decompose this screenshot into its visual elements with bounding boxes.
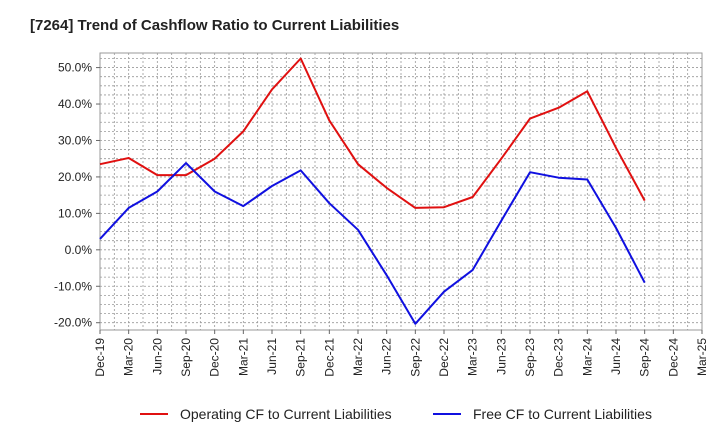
x-tick-label: Dec-22 — [437, 338, 451, 377]
x-tick-label: Jun-24 — [609, 338, 623, 375]
series-lines — [99, 57, 646, 325]
x-tick-label: Mar-23 — [466, 338, 480, 376]
grid — [100, 53, 702, 330]
x-tick-label: Jun-22 — [380, 338, 394, 375]
y-tick-label: 10.0% — [58, 206, 92, 220]
plot-area — [99, 52, 703, 331]
y-tick-label: 50.0% — [58, 61, 92, 75]
y-tick-label: -20.0% — [54, 316, 92, 330]
y-tick-label: 30.0% — [58, 133, 92, 147]
x-tick-label: Dec-20 — [208, 338, 222, 377]
x-tick-label: Sep-21 — [294, 338, 308, 377]
series-line-2 — [99, 162, 646, 325]
chart-title: [7264] Trend of Cashflow Ratio to Curren… — [30, 17, 399, 34]
x-axis: Dec-19 Mar-20 Jun-20 Sep-20 Dec-20 Mar-21 Jun-… — [93, 330, 709, 377]
x-tick-label: Sep-24 — [638, 338, 652, 377]
x-tick-label: Dec-19 — [93, 338, 107, 377]
y-tick-label: 40.0% — [58, 97, 92, 111]
x-tick-label: Mar-22 — [351, 338, 365, 376]
x-tick-label: Dec-21 — [322, 338, 336, 377]
x-tick-label: Dec-24 — [666, 338, 680, 377]
legend-label-1: Operating CF to Current Liabilities — [180, 406, 392, 422]
legend-label-2: Free CF to Current Liabilities — [473, 406, 652, 422]
x-tick-label: Jun-21 — [265, 338, 279, 375]
x-tick-label: Sep-22 — [408, 338, 422, 377]
x-tick-label: Mar-20 — [122, 338, 136, 376]
y-tick-label: 20.0% — [58, 170, 92, 184]
x-tick-label: Mar-25 — [695, 338, 709, 376]
x-tick-label: Jun-20 — [150, 338, 164, 375]
y-tick-label: -10.0% — [54, 279, 92, 293]
x-tick-label: Mar-24 — [580, 338, 594, 376]
x-tick-label: Dec-23 — [552, 338, 566, 377]
x-tick-label: Sep-20 — [179, 338, 193, 377]
x-tick-label: Sep-23 — [523, 338, 537, 377]
y-axis: -20.0% -10.0% 0.0% 10.0% 20.0% 30.0% 40.0% 50.0… — [54, 61, 100, 330]
series-line-1 — [99, 57, 646, 209]
x-tick-label: Jun-23 — [494, 338, 508, 375]
legend: Operating CF to Current Liabilities Free … — [140, 406, 652, 422]
x-tick-label: Mar-21 — [236, 338, 250, 376]
y-tick-label: 0.0% — [65, 243, 93, 257]
